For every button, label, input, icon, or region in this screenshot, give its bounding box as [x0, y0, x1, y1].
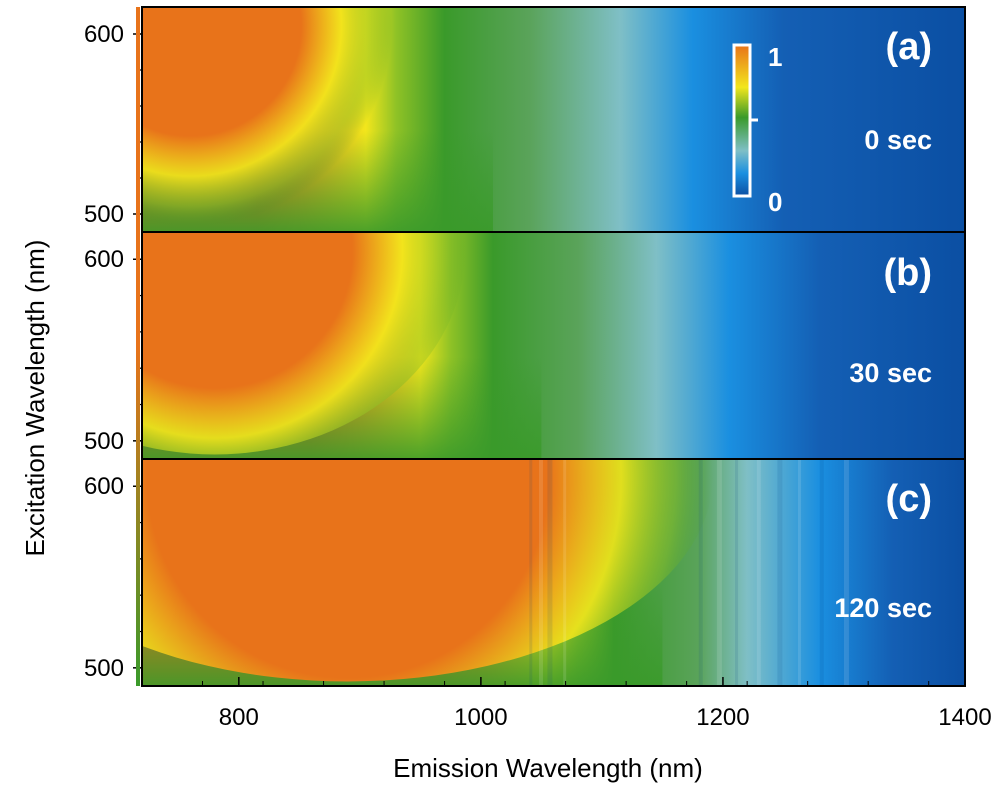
- colorbar-gradient: [734, 45, 750, 196]
- y-tick-label: 500: [84, 201, 124, 228]
- x-tick-label: 1000: [454, 704, 507, 731]
- heatmap-ripple: [529, 459, 533, 686]
- x-axis-title: Emission Wavelength (nm): [393, 753, 703, 783]
- colorbar-max-label: 1: [768, 42, 782, 72]
- y-tick-label: 500: [84, 655, 124, 682]
- y-axis-ticks: 500 600 500 600 500 600: [84, 21, 142, 682]
- heatmap-peak-lobe: [142, 232, 466, 455]
- panel-a: [141, 6, 966, 233]
- panel-frame: [141, 458, 966, 687]
- heatmap-ripple: [735, 459, 739, 686]
- y-tick-label: 600: [84, 246, 124, 273]
- heatmap-peak-lobe: [142, 7, 392, 228]
- panel-b: [141, 231, 966, 460]
- y-tick-label: 600: [84, 473, 124, 500]
- colorbar: 1 0: [732, 42, 782, 217]
- heatmap-ripple: [797, 459, 801, 686]
- y-tick-label: 600: [84, 21, 124, 48]
- heatmap-ripple: [756, 459, 761, 686]
- heatmap-ripple: [716, 459, 722, 686]
- panel-time-a: 0 sec: [864, 125, 932, 155]
- colorbar-min-label: 0: [768, 187, 782, 217]
- panel-c: [141, 458, 966, 687]
- heatmap-ripple: [538, 459, 543, 686]
- heatmap-peak-lobe: [142, 459, 713, 682]
- heatmap-ripple: [843, 459, 849, 686]
- heatmap-ripple: [819, 459, 824, 686]
- heatmap-ripple: [698, 459, 703, 686]
- heatmap-ripple: [547, 459, 553, 686]
- x-tick-label: 1400: [938, 704, 991, 731]
- heatmap-ripple: [777, 459, 783, 686]
- panel-label-c: (c): [886, 478, 932, 520]
- panel-label-a: (a): [886, 26, 932, 68]
- panel-time-c: 120 sec: [834, 593, 932, 623]
- panel-label-b: (b): [883, 252, 932, 294]
- y-tick-label: 500: [84, 428, 124, 455]
- x-tick-label: 1200: [696, 704, 749, 731]
- heatmap-ripple: [563, 459, 567, 686]
- x-axis-ticks: 800 1000 1200 1400: [141, 677, 992, 731]
- panel-time-b: 30 sec: [849, 358, 932, 388]
- left-color-strip: [136, 7, 140, 686]
- y-axis-title: Excitation Wavelength (nm): [20, 240, 50, 557]
- x-tick-label: 800: [219, 704, 259, 731]
